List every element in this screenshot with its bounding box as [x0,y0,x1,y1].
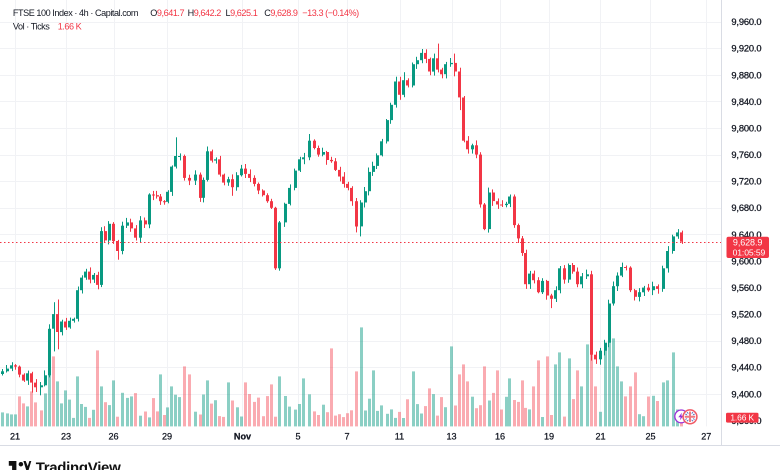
svg-text:13: 13 [446,432,456,442]
svg-text:5: 5 [295,432,300,442]
svg-text:21: 21 [10,432,20,442]
svg-text:26: 26 [108,432,118,442]
svg-text:21: 21 [595,432,605,442]
svg-text:29: 29 [162,432,172,442]
svg-text:Vol · Ticks: Vol · Ticks [13,21,50,31]
svg-text:9,800.0: 9,800.0 [731,123,761,133]
svg-text:9,680.0: 9,680.0 [731,203,761,213]
svg-text:1.66 K: 1.66 K [58,21,82,31]
svg-text:23: 23 [61,432,71,442]
svg-text:Nov: Nov [234,432,252,442]
svg-text:9,840.0: 9,840.0 [731,97,761,107]
svg-text:H9,642.2: H9,642.2 [188,8,222,18]
svg-text:L9,625.1: L9,625.1 [226,8,258,18]
svg-text:9,920.0: 9,920.0 [731,44,761,54]
svg-text:9,640.0: 9,640.0 [731,230,761,240]
svg-text:9,440.0: 9,440.0 [731,363,761,373]
svg-text:01:05:59: 01:05:59 [733,248,766,258]
svg-text:9,560.0: 9,560.0 [731,283,761,293]
svg-text:16: 16 [495,432,505,442]
svg-text:9,760.0: 9,760.0 [731,150,761,160]
svg-text:9,400.0: 9,400.0 [731,389,761,399]
svg-text:9,880.0: 9,880.0 [731,70,761,80]
svg-text:9,600.0: 9,600.0 [731,256,761,266]
svg-text:9,720.0: 9,720.0 [731,177,761,187]
svg-text:9,960.0: 9,960.0 [731,17,761,27]
svg-text:19: 19 [544,432,554,442]
svg-text:25: 25 [645,432,655,442]
svg-text:C9,628.9: C9,628.9 [264,8,298,18]
svg-text:7: 7 [344,432,349,442]
svg-text:FTSE 100 Index · 4h · Capital.: FTSE 100 Index · 4h · Capital.com [13,8,138,18]
svg-text:9,628.9: 9,628.9 [733,238,762,248]
svg-text:TradingView: TradingView [36,459,121,470]
svg-text:11: 11 [395,432,404,442]
svg-text:9,520.0: 9,520.0 [731,310,761,320]
svg-text:27: 27 [701,432,711,442]
svg-text:−13.3 (−0.14%): −13.3 (−0.14%) [302,8,359,18]
svg-text:1.66 K: 1.66 K [730,413,754,423]
svg-text:O9,641.7: O9,641.7 [150,8,184,18]
svg-text:9,480.0: 9,480.0 [731,336,761,346]
